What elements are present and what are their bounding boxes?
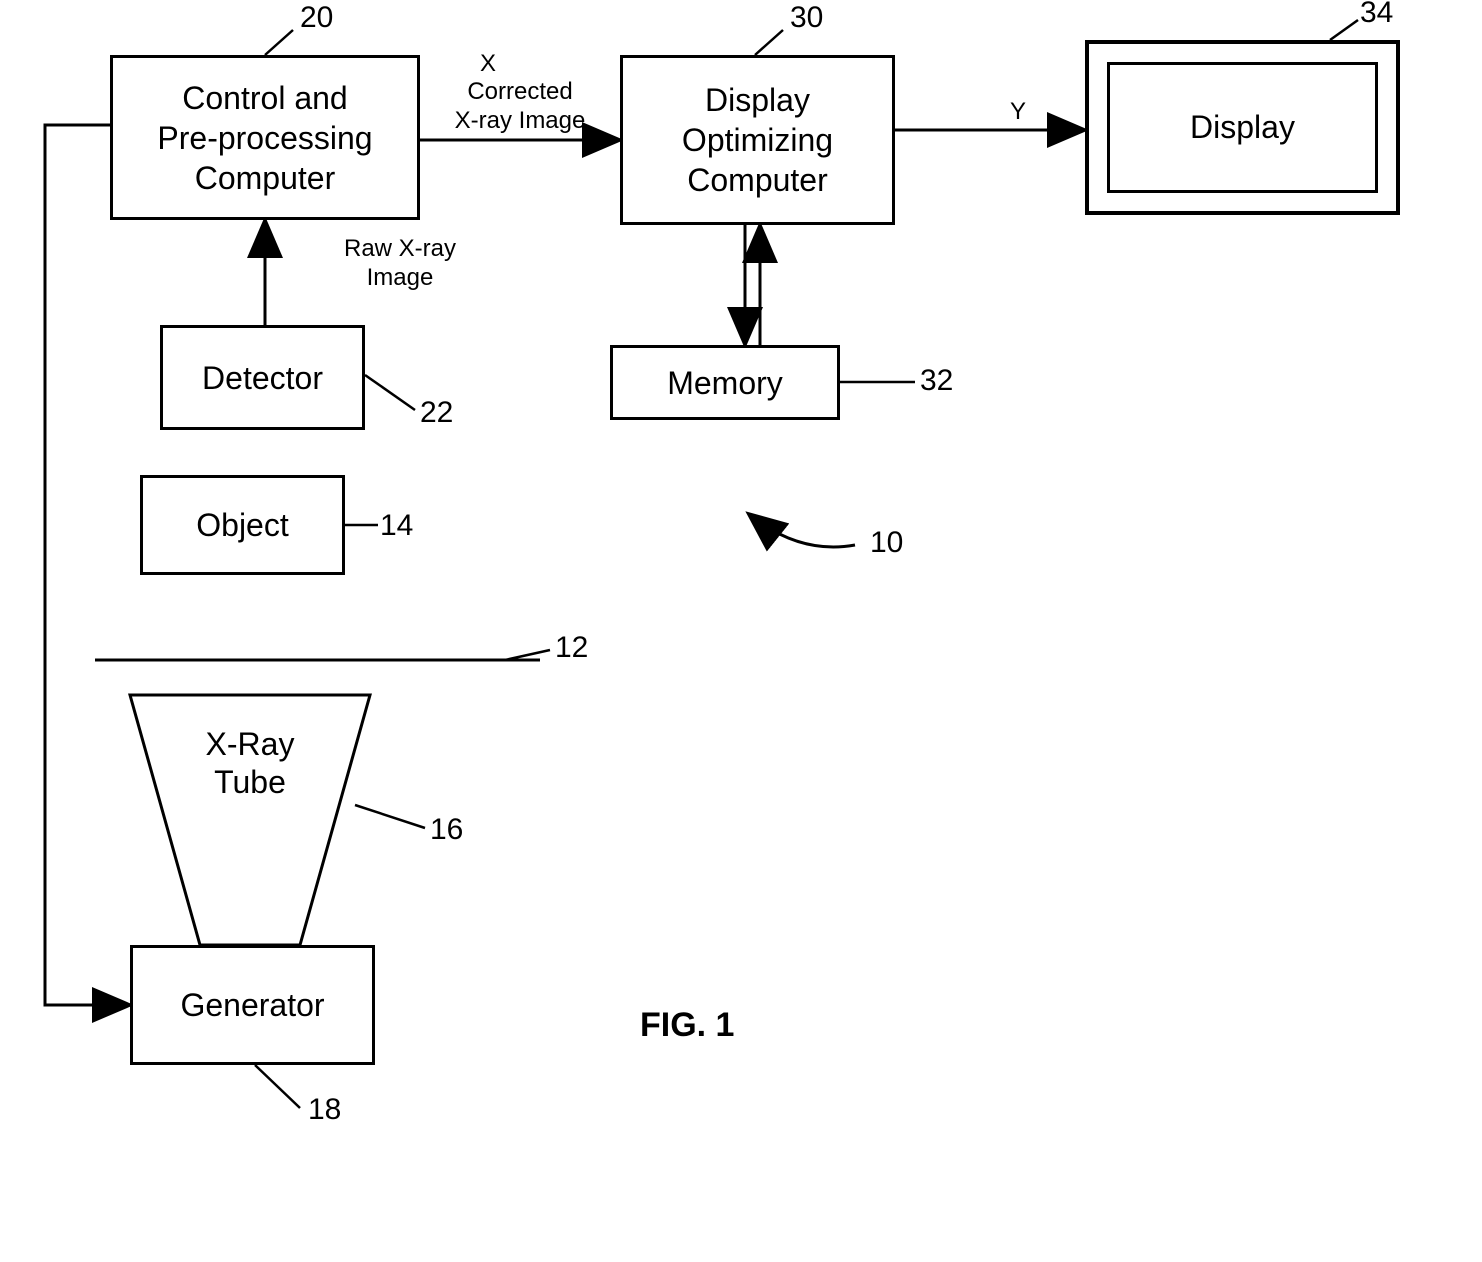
label-raw-text: Raw X-rayImage xyxy=(344,235,456,291)
ref-12-text: 12 xyxy=(555,631,588,664)
ref-22: 22 xyxy=(420,395,453,431)
ref-30-text: 30 xyxy=(790,1,823,34)
node-detector: Detector xyxy=(160,325,365,430)
node-display-optimizing-label: DisplayOptimizingComputer xyxy=(682,80,833,200)
leader-22 xyxy=(365,375,415,410)
diagram-canvas: Control andPre-processingComputer Detect… xyxy=(0,0,1482,1262)
ref-34-text: 34 xyxy=(1360,0,1393,29)
node-control-label: Control andPre-processingComputer xyxy=(157,78,372,198)
label-y: Y xyxy=(1010,98,1026,127)
node-xraytube-label-wrap: X-RayTube xyxy=(165,725,335,802)
label-x: X xyxy=(480,50,496,79)
node-generator: Generator xyxy=(130,945,375,1065)
edge-control-to-generator xyxy=(45,125,128,1005)
ref-10: 10 xyxy=(870,525,903,561)
ref-30: 30 xyxy=(790,0,823,36)
ref-16: 16 xyxy=(430,812,463,848)
label-corrected-text: CorrectedX-ray Image xyxy=(455,78,586,134)
label-corrected: CorrectedX-ray Image xyxy=(435,78,605,136)
ref-32: 32 xyxy=(920,363,953,399)
ref-10-text: 10 xyxy=(870,526,903,559)
figure-caption: FIG. 1 xyxy=(640,1005,734,1046)
node-memory: Memory xyxy=(610,345,840,420)
leader-18 xyxy=(255,1065,300,1108)
ref-14: 14 xyxy=(380,508,413,544)
leader-30 xyxy=(755,30,783,55)
leader-34 xyxy=(1330,20,1358,40)
ref-18-text: 18 xyxy=(308,1093,341,1126)
ref-16-text: 16 xyxy=(430,813,463,846)
node-control: Control andPre-processingComputer xyxy=(110,55,420,220)
node-memory-label: Memory xyxy=(667,363,783,403)
ref-32-text: 32 xyxy=(920,364,953,397)
node-display-inner: Display xyxy=(1107,62,1378,193)
ref-34: 34 xyxy=(1360,0,1393,31)
ref-20-text: 20 xyxy=(300,1,333,34)
node-display-optimizing: DisplayOptimizingComputer xyxy=(620,55,895,225)
node-display-label: Display xyxy=(1190,109,1295,146)
leader-12 xyxy=(505,650,550,660)
label-y-text: Y xyxy=(1010,98,1026,125)
ref-22-text: 22 xyxy=(420,396,453,429)
node-xraytube-label: X-RayTube xyxy=(206,726,295,800)
node-display-frame: Display xyxy=(1085,40,1400,215)
ref-12: 12 xyxy=(555,630,588,666)
node-object-label: Object xyxy=(196,505,288,545)
leader-10-curve xyxy=(750,515,855,547)
leader-16 xyxy=(355,805,425,828)
label-x-text: X xyxy=(480,50,496,77)
node-object: Object xyxy=(140,475,345,575)
ref-14-text: 14 xyxy=(380,509,413,542)
node-detector-label: Detector xyxy=(202,358,323,398)
node-generator-label: Generator xyxy=(180,985,324,1025)
label-raw: Raw X-rayImage xyxy=(320,235,480,293)
figure-caption-text: FIG. 1 xyxy=(640,1006,734,1044)
ref-20: 20 xyxy=(300,0,333,36)
ref-18: 18 xyxy=(308,1092,341,1128)
leader-20 xyxy=(265,30,293,55)
